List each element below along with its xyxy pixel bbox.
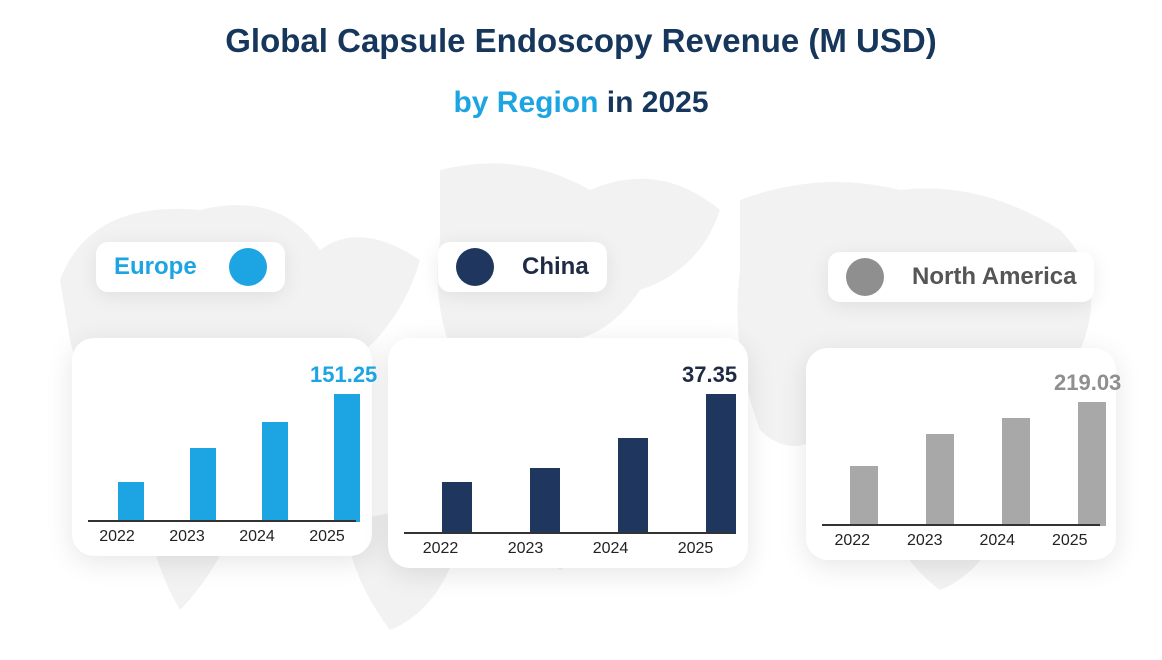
xlabel-china-2022: 2022	[398, 540, 483, 558]
bar-europe-2023	[190, 448, 216, 522]
value-label-china: 37.35	[682, 362, 737, 388]
xlabel-europe-2022: 2022	[82, 528, 152, 546]
plot-na: 219.03	[816, 362, 1106, 526]
legend-na-dot	[846, 258, 884, 296]
bar-china-2022	[442, 482, 472, 534]
plot-china: 37.35	[398, 352, 738, 534]
bar-europe-2024	[262, 422, 288, 522]
value-label-na: 219.03	[1054, 370, 1121, 396]
xlabel-china-2025: 2025	[653, 540, 738, 558]
legend-na: North America	[828, 252, 1094, 302]
title-line-1: Global Capsule Endoscopy Revenue (M USD)	[0, 22, 1162, 60]
xlabel-na-2025: 2025	[1034, 532, 1107, 550]
baseline-na	[822, 524, 1100, 526]
xlabels-na: 2022202320242025	[816, 532, 1106, 550]
legend-europe-label: Europe	[114, 253, 197, 281]
title-block: Global Capsule Endoscopy Revenue (M USD)…	[0, 0, 1162, 120]
legend-europe: Europe	[96, 242, 285, 292]
bar-na-2024	[1002, 418, 1030, 526]
legend-china-dot	[456, 248, 494, 286]
title-accent: by Region	[453, 86, 598, 119]
legend-na-label: North America	[912, 263, 1076, 291]
bar-china-2023	[530, 468, 560, 534]
title-line-2: by Region in 2025	[0, 86, 1162, 120]
legend-china-label: China	[522, 253, 589, 281]
plot-europe: 151.25	[82, 352, 362, 522]
xlabel-na-2022: 2022	[816, 532, 889, 550]
xlabel-europe-2025: 2025	[292, 528, 362, 546]
chart-card-na: 219.03 2022202320242025	[806, 348, 1116, 560]
xlabel-europe-2023: 2023	[152, 528, 222, 546]
bar-na-2022	[850, 466, 878, 526]
legend-europe-dot	[229, 248, 267, 286]
bar-china-2024	[618, 438, 648, 534]
chart-card-china: 37.35 2022202320242025	[388, 338, 748, 568]
title-rest: in 2025	[598, 86, 708, 119]
bar-europe-2022	[118, 482, 144, 522]
value-label-europe: 151.25	[310, 362, 377, 388]
xlabel-na-2024: 2024	[961, 532, 1034, 550]
chart-card-europe: 151.25 2022202320242025	[72, 338, 372, 556]
xlabel-china-2023: 2023	[483, 540, 568, 558]
xlabel-china-2024: 2024	[568, 540, 653, 558]
baseline-china	[404, 532, 732, 534]
bar-china-2025	[706, 394, 736, 534]
legend-china: China	[438, 242, 607, 292]
xlabel-europe-2024: 2024	[222, 528, 292, 546]
bar-na-2023	[926, 434, 954, 526]
xlabel-na-2023: 2023	[889, 532, 962, 550]
bar-europe-2025	[334, 394, 360, 522]
baseline-europe	[88, 520, 356, 522]
xlabels-europe: 2022202320242025	[82, 528, 362, 546]
xlabels-china: 2022202320242025	[398, 540, 738, 558]
bar-na-2025	[1078, 402, 1106, 526]
